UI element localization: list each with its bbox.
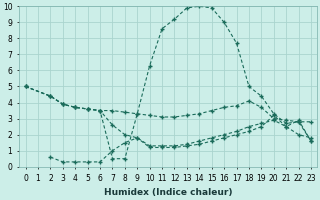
X-axis label: Humidex (Indice chaleur): Humidex (Indice chaleur) [104,188,233,197]
